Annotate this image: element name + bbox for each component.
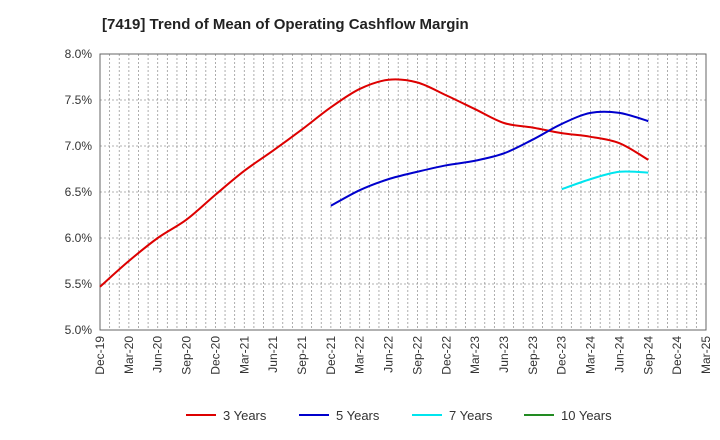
y-tick-label: 7.5% [65, 93, 93, 107]
plot-border [99, 53, 707, 331]
y-tick-label: 8.0% [65, 47, 93, 61]
series-line-7-years [561, 170, 649, 191]
x-tick-label: Mar-23 [468, 336, 482, 374]
series-line-5-years [330, 110, 649, 207]
x-tick-label: Sep-24 [641, 336, 655, 375]
legend-label: 7 Years [449, 408, 493, 423]
y-tick-label: 5.5% [65, 277, 93, 291]
legend-label: 10 Years [561, 408, 612, 423]
x-tick-label: Dec-24 [670, 336, 684, 375]
x-tick-label: Dec-20 [208, 336, 222, 375]
x-tick-label: Sep-20 [180, 336, 194, 375]
x-tick-label: Mar-22 [353, 336, 367, 374]
x-tick-label: Jun-23 [497, 336, 511, 373]
legend-label: 3 Years [223, 408, 267, 423]
x-tick-label: Dec-21 [324, 336, 338, 375]
x-tick-label: Sep-23 [526, 336, 540, 375]
legend-label: 5 Years [336, 408, 380, 423]
x-tick-label: Mar-24 [584, 336, 598, 374]
x-tick-label: Dec-19 [93, 336, 107, 375]
x-tick-label: Mar-25 [699, 336, 713, 374]
x-tick-label: Jun-22 [382, 336, 396, 373]
series-line-3-years [99, 78, 649, 288]
x-tick-label: Jun-24 [612, 336, 626, 373]
chart-title: [7419] Trend of Mean of Operating Cashfl… [102, 16, 469, 33]
x-tick-label: Sep-21 [295, 336, 309, 375]
x-tick-label: Jun-20 [151, 336, 165, 373]
x-tick-label: Sep-22 [410, 336, 424, 375]
y-tick-label: 5.0% [65, 323, 93, 337]
x-tick-label: Jun-21 [266, 336, 280, 373]
x-tick-label: Dec-23 [555, 336, 569, 375]
y-tick-label: 6.0% [65, 231, 93, 245]
x-tick-label: Dec-22 [439, 336, 453, 375]
x-tick-label: Mar-21 [237, 336, 251, 374]
plot-area [100, 54, 706, 330]
y-tick-label: 7.0% [65, 139, 93, 153]
x-tick-label: Mar-20 [122, 336, 136, 374]
y-tick-label: 6.5% [65, 185, 93, 199]
